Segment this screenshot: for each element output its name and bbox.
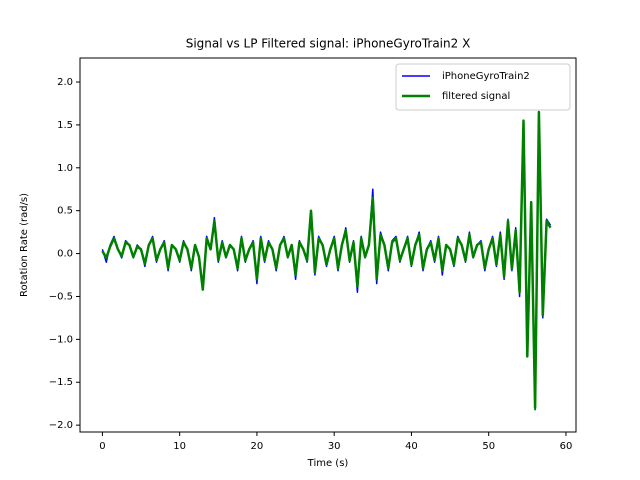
y-tick-label: −0.5 xyxy=(49,291,73,302)
plot-frame xyxy=(79,57,577,433)
x-tick-label: 40 xyxy=(405,441,418,452)
y-tick-label: −1.5 xyxy=(49,377,73,388)
legend-label: filtered signal xyxy=(442,91,510,102)
series-line xyxy=(101,110,552,410)
y-tick-label: 1.0 xyxy=(57,163,73,174)
x-axis-label: Time (s) xyxy=(307,458,349,469)
y-tick-label: 1.5 xyxy=(57,120,73,131)
legend-box xyxy=(395,63,571,111)
x-tick-label: 0 xyxy=(99,441,105,452)
y-tick-label: 0.5 xyxy=(57,206,73,217)
y-tick-label: −2.0 xyxy=(49,420,73,431)
legend-label: iPhoneGyroTrain2 xyxy=(442,71,530,82)
y-tick-label: 2.0 xyxy=(57,77,73,88)
x-tick-label: 60 xyxy=(560,441,573,452)
x-tick-label: 30 xyxy=(328,441,341,452)
y-axis-label: Rotation Rate (rad/s) xyxy=(19,193,30,297)
x-tick-label: 10 xyxy=(173,441,186,452)
x-tick-label: 20 xyxy=(251,441,264,452)
y-tick-label: 0.0 xyxy=(57,249,73,260)
y-tick-label: −1.0 xyxy=(49,334,73,345)
chart-title: Signal vs LP Filtered signal: iPhoneGyro… xyxy=(186,37,471,51)
x-tick-label: 50 xyxy=(482,441,495,452)
